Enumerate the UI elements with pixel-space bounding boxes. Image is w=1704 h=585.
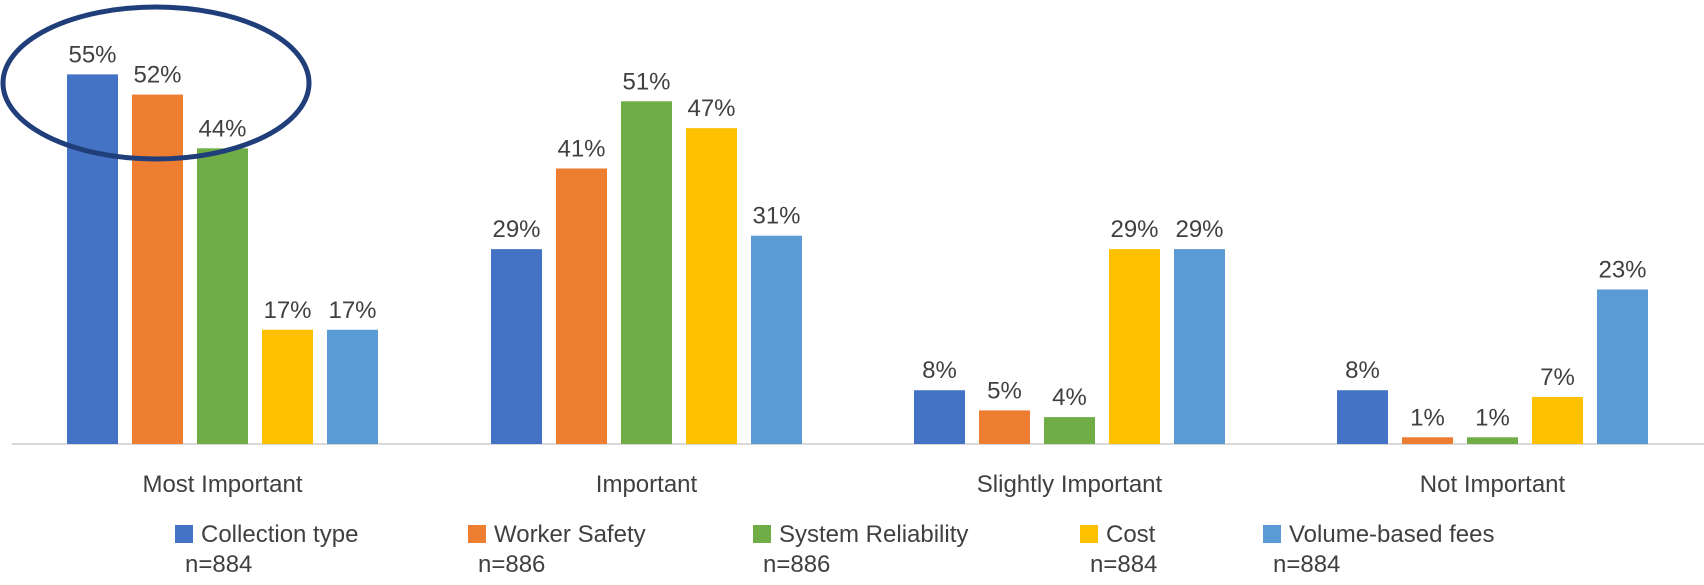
data-label-worker-safety-not-important: 1% (1410, 404, 1445, 431)
bar-volume-based-fees-most-important (327, 329, 378, 444)
bar-collection-type-not-important (1337, 390, 1388, 444)
category-label-not-important: Not Important (1420, 471, 1566, 498)
data-label-cost-slightly-important: 29% (1110, 216, 1158, 243)
bar-volume-based-fees-not-important (1597, 289, 1648, 444)
bar-system-reliability-not-important (1467, 437, 1518, 444)
data-label-collection-type-not-important: 8% (1345, 357, 1380, 384)
data-label-worker-safety-important: 41% (557, 135, 605, 162)
bar-worker-safety-not-important (1402, 437, 1453, 444)
data-label-collection-type-slightly-important: 8% (922, 357, 957, 384)
bar-system-reliability-important (621, 101, 672, 444)
bar-cost-most-important (262, 329, 313, 444)
bar-worker-safety-important (556, 168, 607, 445)
data-label-collection-type-important: 29% (492, 216, 540, 243)
category-label-important: Important (596, 471, 698, 498)
data-label-system-reliability-most-important: 44% (198, 115, 246, 142)
bar-cost-important (686, 128, 737, 444)
data-label-cost-not-important: 7% (1540, 364, 1575, 391)
data-label-system-reliability-not-important: 1% (1475, 404, 1510, 431)
bar-cost-slightly-important (1109, 249, 1160, 444)
data-label-volume-based-fees-important: 31% (752, 203, 800, 230)
data-label-cost-important: 47% (687, 95, 735, 122)
bar-system-reliability-most-important (197, 148, 248, 444)
category-label-slightly-important: Slightly Important (977, 471, 1163, 498)
highlight-ellipse (0, 4, 312, 162)
bar-collection-type-slightly-important (914, 390, 965, 444)
data-label-collection-type-most-important: 55% (68, 41, 116, 68)
bar-volume-based-fees-important (751, 235, 802, 444)
data-label-volume-based-fees-not-important: 23% (1598, 256, 1646, 283)
bar-collection-type-most-important (67, 74, 118, 445)
bar-system-reliability-slightly-important (1044, 417, 1095, 444)
data-label-system-reliability-slightly-important: 4% (1052, 384, 1087, 411)
category-label-most-important: Most Important (142, 471, 302, 498)
bar-worker-safety-slightly-important (979, 410, 1030, 444)
data-label-volume-based-fees-most-important: 17% (328, 297, 376, 324)
bar-collection-type-important (491, 249, 542, 444)
bar-worker-safety-most-important (132, 94, 183, 444)
bar-volume-based-fees-slightly-important (1174, 249, 1225, 444)
data-label-volume-based-fees-slightly-important: 29% (1175, 216, 1223, 243)
data-label-cost-most-important: 17% (263, 297, 311, 324)
data-label-worker-safety-most-important: 52% (133, 62, 181, 89)
bar-cost-not-important (1532, 396, 1583, 444)
data-label-worker-safety-slightly-important: 5% (987, 377, 1022, 404)
data-label-system-reliability-important: 51% (622, 68, 670, 95)
